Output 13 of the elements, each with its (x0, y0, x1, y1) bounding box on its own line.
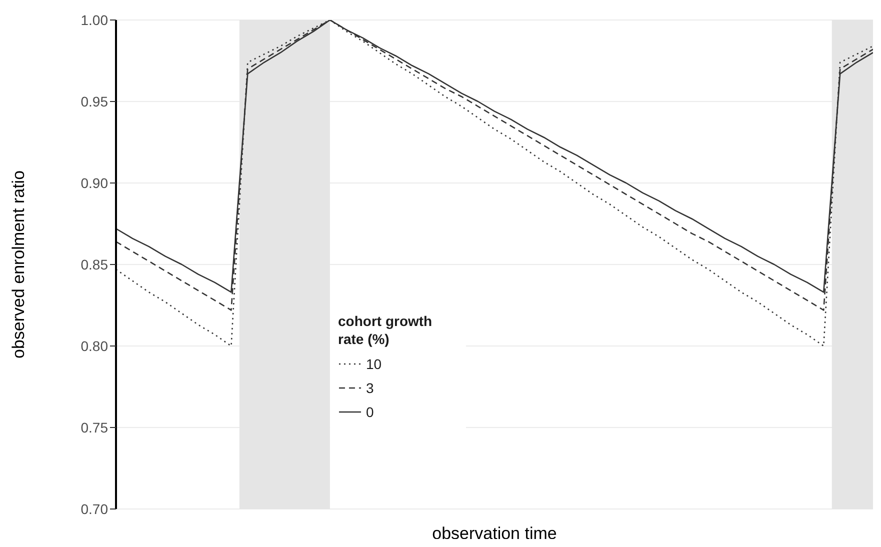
y-axis-title: observed enrolment ratio (9, 170, 28, 359)
x-axis-title: observation time (432, 524, 557, 543)
y-tick-label: 0.90 (80, 174, 108, 191)
legend-label: 10 (366, 356, 382, 372)
y-tick-label: 0.85 (80, 256, 108, 272)
legend-label: 3 (366, 380, 374, 396)
legend-title: cohort growth rate (%) (338, 312, 434, 348)
y-tick-label: 0.75 (80, 419, 108, 436)
y-tick-label: 0.80 (80, 338, 108, 354)
y-tick-label: 0.70 (80, 500, 108, 517)
y-tick-label: 1.00 (80, 12, 108, 28)
legend-label: 0 (366, 404, 374, 420)
y-tick-label: 0.95 (80, 93, 108, 110)
